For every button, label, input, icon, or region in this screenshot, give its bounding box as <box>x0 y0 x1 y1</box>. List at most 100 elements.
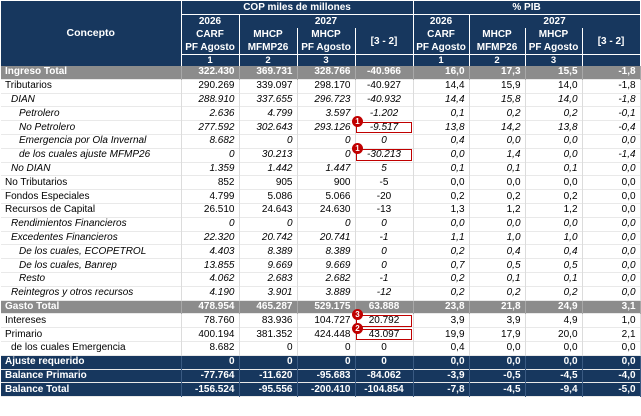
table-row: Emergencia por Ola Invernal 8.682 0 0 0 0,4 0,… <box>1 134 641 149</box>
cop-value-cell: 2.636 <box>181 106 240 121</box>
table-row: Primario 400.194 381.352 424.448 43.097 19,9 1… <box>1 327 641 342</box>
cop-value-cell: 0 <box>297 134 356 149</box>
header-cop-mhcp: MHCP MFMP26 <box>239 28 298 55</box>
cop-value-cell: 0 <box>297 355 356 370</box>
row-label: No DIAN <box>1 162 182 176</box>
pib-diff-cell: 2,1 <box>582 327 641 342</box>
pib-value-cell: 16,0 <box>413 66 470 80</box>
row-label: Excedentes Financieros <box>1 231 182 245</box>
cop-value-cell: 83.936 <box>239 313 298 328</box>
pib-value-cell: 0,1 <box>413 162 470 176</box>
pib-diff-cell: 0,0 <box>582 217 641 232</box>
cop-value-cell: 8.682 <box>181 134 240 149</box>
cop-value-cell: 288.910 <box>181 93 240 107</box>
header-concepto: Concepto <box>1 1 182 66</box>
table-row: Rendimientos Financieros 0 0 0 0 0,0 0,0 0,0 0,0 <box>1 217 641 232</box>
header-pib-mhcp-line2: MFMP26 <box>476 42 518 53</box>
cop-value-cell: 8.389 <box>297 244 356 259</box>
cop-value-cell: 8.389 <box>239 244 298 259</box>
cop-value-cell: -77.764 <box>181 369 240 383</box>
cop-value-cell: -95.556 <box>239 382 298 397</box>
pib-value-cell: 0,4 <box>413 341 470 356</box>
pib-value-cell: -4,5 <box>525 369 583 383</box>
pib-diff-cell: 0,0 <box>582 355 641 370</box>
table-row: Fondos Especiales 4.799 5.086 5.066 -20 0,2 0,… <box>1 189 641 204</box>
pib-value-cell: 14,4 <box>413 79 470 94</box>
cop-value-cell: 424.448 <box>297 327 356 342</box>
row-label: Ajuste requerido <box>1 355 182 370</box>
cop-value-cell: 0 <box>297 148 356 163</box>
pib-value-cell: 13,8 <box>413 120 470 135</box>
header-pib-mhcp: MHCP MFMP26 <box>469 28 526 55</box>
header-pib-num-2: 2 <box>469 54 526 66</box>
cop-value-cell: 337.655 <box>239 93 298 107</box>
cop-value-cell: 381.352 <box>239 327 298 342</box>
cop-value-cell: -156.524 <box>181 382 240 397</box>
cop-value-cell: 8.682 <box>181 341 240 356</box>
header-year-pib-2027: 2027 <box>469 14 641 28</box>
cop-value-cell: 0 <box>239 341 298 356</box>
pib-value-cell: 0,4 <box>525 244 583 259</box>
pib-value-cell: 1,2 <box>525 203 583 218</box>
pib-value-cell: 1,0 <box>469 231 526 245</box>
cop-value-cell: 0 <box>239 217 298 232</box>
cop-diff-cell: -30.213 <box>355 148 414 163</box>
cop-value-cell: 529.175 <box>297 300 356 314</box>
header-cop-mhcp-line2: MFMP26 <box>247 42 289 53</box>
pib-value-cell: 0,1 <box>525 272 583 287</box>
row-label: Reintegros y otros recursos <box>1 286 182 301</box>
cop-value-cell: 4.799 <box>181 189 240 204</box>
row-label: No Tributarios <box>1 175 182 190</box>
pib-value-cell: 14,2 <box>469 120 526 135</box>
row-label: Balance Primario <box>1 369 182 383</box>
pib-value-cell: -9,4 <box>525 382 583 397</box>
cop-diff-cell: -84.062 <box>355 369 414 383</box>
row-label: De los cuales, Banrep <box>1 258 182 273</box>
row-label: de los cuales ajuste MFMP26 <box>1 148 182 163</box>
pib-diff-cell: -1,8 <box>582 93 641 107</box>
table-row: No DIAN 1.359 1.442 1.447 5 0,1 0,1 0,1 0,0 <box>1 162 641 176</box>
table-row: Gasto Total 478.954 465.287 529.175 63.888 23… <box>1 300 641 314</box>
header-cop-carf-line1: CARF <box>196 29 224 40</box>
cop-value-cell: 0 <box>239 134 298 149</box>
cop-value-cell: 1.447 <box>297 162 356 176</box>
fiscal-table-container: Concepto COP miles de millones % PIB 202… <box>1 1 641 397</box>
pib-value-cell: 24,9 <box>525 300 583 314</box>
pib-value-cell: 4,9 <box>525 313 583 328</box>
header-cop-num-1: 1 <box>181 54 240 66</box>
pib-value-cell: 0,2 <box>525 286 583 301</box>
header-year-cop-2026: 2026 <box>181 14 240 28</box>
cop-value-cell: 400.194 <box>181 327 240 342</box>
row-label: Emergencia por Ola Invernal <box>1 134 182 149</box>
cop-value-cell: 302.643 <box>239 120 298 135</box>
row-label: No Petrolero <box>1 120 182 135</box>
cop-value-cell: 20.742 <box>239 231 298 245</box>
cop-value-cell: 277.592 <box>181 120 240 135</box>
cop-value-cell: 322.430 <box>181 66 240 80</box>
cop-value-cell: 5.066 <box>297 189 356 204</box>
cop-value-cell: 0 <box>297 217 356 232</box>
cop-value-cell: 328.766 <box>297 66 356 80</box>
cop-value-cell: 0 <box>181 355 240 370</box>
cop-value-cell: 296.723 <box>297 93 356 107</box>
cop-diff-cell: -40.927 <box>355 79 414 94</box>
table-row: Balance Primario -77.764 -11.620 -95.683 -84… <box>1 369 641 383</box>
cop-diff-cell: 0 <box>355 244 414 259</box>
cop-value-cell: 465.287 <box>239 300 298 314</box>
pib-value-cell: 0,2 <box>413 189 470 204</box>
cop-value-cell: 0 <box>297 341 356 356</box>
pib-diff-cell: -1,8 <box>582 79 641 94</box>
table-row: de los cuales Emergencia 8.682 0 0 0 0,4 0,0 0,… <box>1 341 641 356</box>
pib-value-cell: 0,0 <box>525 134 583 149</box>
row-label: Ingreso Total <box>1 66 182 80</box>
pib-value-cell: 0,2 <box>413 286 470 301</box>
cop-value-cell: 4.403 <box>181 244 240 259</box>
pib-diff-cell: 0,0 <box>582 341 641 356</box>
pib-value-cell: 20,0 <box>525 327 583 342</box>
pib-value-cell: 0,0 <box>413 175 470 190</box>
cop-value-cell: 900 <box>297 175 356 190</box>
pib-diff-cell: 0,0 <box>582 258 641 273</box>
header-cop-num-3: 3 <box>297 54 356 66</box>
pib-diff-cell: -1,8 <box>582 66 641 80</box>
pib-diff-cell: 1,0 <box>582 313 641 328</box>
